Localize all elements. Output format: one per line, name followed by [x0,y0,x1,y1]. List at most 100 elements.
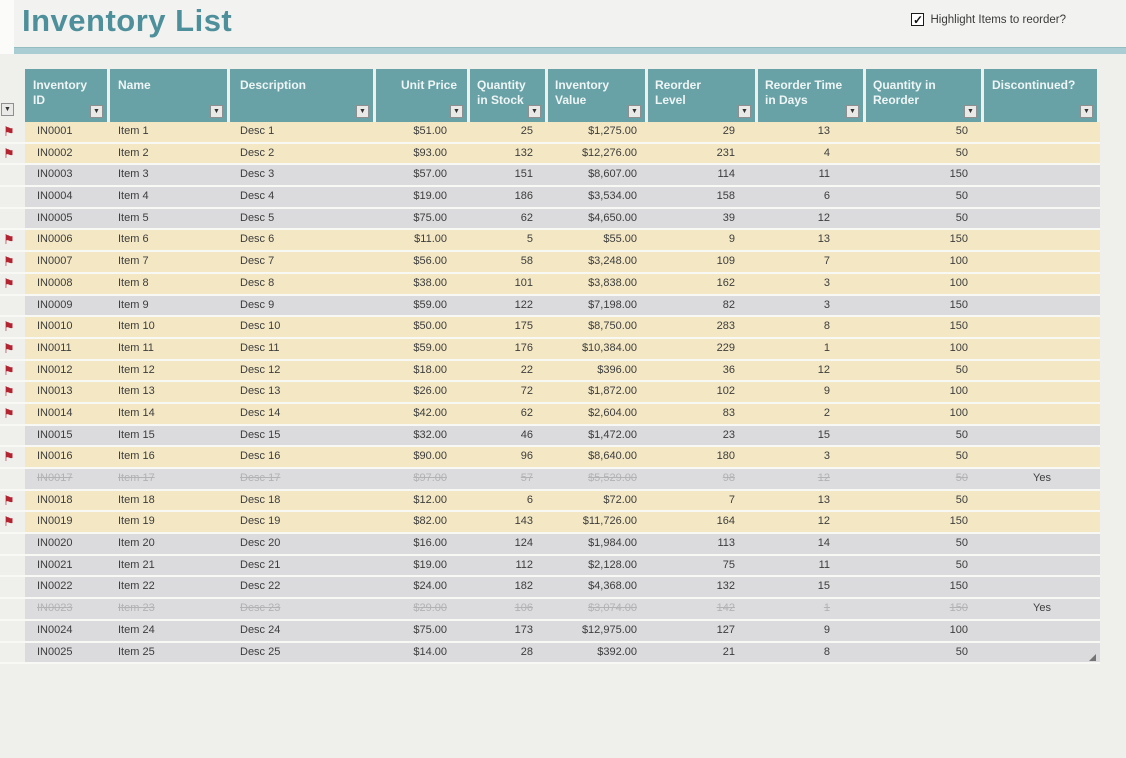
cell-qty_stock[interactable]: 62 [470,208,548,229]
cell-desc[interactable]: Desc 20 [230,534,376,554]
cell-inv_value[interactable]: $3,534.00 [548,187,648,207]
cell-reorder_time[interactable]: 3 [758,295,866,316]
cell-qty_stock[interactable]: 25 [470,122,548,142]
cell-desc[interactable]: Desc 17 [230,469,376,489]
cell-desc[interactable]: Desc 10 [230,317,376,337]
cell-inv_value[interactable]: $4,650.00 [548,208,648,229]
cell-reorder_time[interactable]: 9 [758,620,866,641]
cell-inv_value[interactable]: $7,198.00 [548,295,648,316]
filter-dropdown-icon[interactable]: ▼ [964,105,977,118]
cell-qty_stock[interactable]: 22 [470,360,548,381]
cell-unit_price[interactable]: $38.00 [376,273,470,294]
cell-desc[interactable]: Desc 24 [230,620,376,641]
cell-qty_reorder[interactable]: 50 [866,469,984,489]
cell-desc[interactable]: Desc 23 [230,599,376,619]
cell-discontinued[interactable] [984,338,1100,359]
cell-name[interactable]: Item 25 [110,642,230,663]
cell-qty_reorder[interactable]: 150 [866,577,984,598]
cell-name[interactable]: Item 17 [110,469,230,489]
cell-id[interactable]: IN0025 [25,642,110,663]
cell-desc[interactable]: Desc 16 [230,447,376,467]
cell-id[interactable]: IN0004 [25,187,110,207]
cell-inv_value[interactable]: $1,872.00 [548,382,648,402]
cell-discontinued[interactable] [984,317,1100,337]
cell-reorder_level[interactable]: 29 [648,122,758,142]
cell-name[interactable]: Item 7 [110,252,230,272]
cell-qty_reorder[interactable]: 150 [866,512,984,533]
cell-qty_stock[interactable]: 96 [470,447,548,467]
cell-reorder_time[interactable]: 8 [758,642,866,663]
cell-discontinued[interactable]: Yes [984,599,1100,619]
cell-reorder_level[interactable]: 75 [648,555,758,576]
cell-qty_reorder[interactable]: 100 [866,382,984,402]
cell-qty_reorder[interactable]: 50 [866,534,984,554]
cell-reorder_time[interactable]: 13 [758,490,866,511]
cell-name[interactable]: Item 16 [110,447,230,467]
cell-discontinued[interactable] [984,273,1100,294]
cell-reorder_time[interactable]: 15 [758,425,866,446]
cell-unit_price[interactable]: $29.00 [376,599,470,619]
cell-inv_value[interactable]: $12,975.00 [548,620,648,641]
cell-desc[interactable]: Desc 18 [230,490,376,511]
cell-reorder_level[interactable]: 98 [648,469,758,489]
cell-unit_price[interactable]: $51.00 [376,122,470,142]
cell-reorder_time[interactable]: 6 [758,187,866,207]
cell-reorder_time[interactable]: 11 [758,165,866,186]
cell-id[interactable]: IN0019 [25,512,110,533]
cell-qty_reorder[interactable]: 50 [866,143,984,164]
cell-discontinued[interactable] [984,295,1100,316]
filter-dropdown-icon[interactable]: ▼ [1080,105,1093,118]
cell-reorder_level[interactable]: 180 [648,447,758,467]
cell-unit_price[interactable]: $50.00 [376,317,470,337]
cell-discontinued[interactable] [984,425,1100,446]
cell-inv_value[interactable]: $5,529.00 [548,469,648,489]
cell-qty_stock[interactable]: 62 [470,403,548,424]
cell-reorder_level[interactable]: 21 [648,642,758,663]
cell-id[interactable]: IN0006 [25,230,110,251]
cell-qty_stock[interactable]: 176 [470,338,548,359]
highlight-reorder-checkbox[interactable]: ✓ [911,12,925,27]
cell-reorder_level[interactable]: 39 [648,208,758,229]
filter-dropdown-icon[interactable]: ▼ [528,105,541,118]
cell-id[interactable]: IN0002 [25,143,110,164]
cell-desc[interactable]: Desc 1 [230,122,376,142]
cell-qty_stock[interactable]: 143 [470,512,548,533]
cell-reorder_time[interactable]: 7 [758,252,866,272]
cell-id[interactable]: IN0017 [25,469,110,489]
cell-reorder_level[interactable]: 162 [648,273,758,294]
cell-unit_price[interactable]: $97.00 [376,469,470,489]
cell-unit_price[interactable]: $14.00 [376,642,470,663]
cell-id[interactable]: IN0015 [25,425,110,446]
cell-id[interactable]: IN0020 [25,534,110,554]
cell-inv_value[interactable]: $3,074.00 [548,599,648,619]
cell-desc[interactable]: Desc 9 [230,295,376,316]
cell-qty_reorder[interactable]: 100 [866,338,984,359]
cell-reorder_level[interactable]: 102 [648,382,758,402]
cell-name[interactable]: Item 24 [110,620,230,641]
cell-qty_stock[interactable]: 151 [470,165,548,186]
cell-desc[interactable]: Desc 5 [230,208,376,229]
cell-name[interactable]: Item 9 [110,295,230,316]
cell-name[interactable]: Item 15 [110,425,230,446]
cell-id[interactable]: IN0009 [25,295,110,316]
cell-id[interactable]: IN0023 [25,599,110,619]
cell-reorder_time[interactable]: 12 [758,469,866,489]
cell-id[interactable]: IN0008 [25,273,110,294]
cell-qty_reorder[interactable]: 50 [866,208,984,229]
cell-discontinued[interactable] [984,143,1100,164]
cell-qty_reorder[interactable]: 150 [866,317,984,337]
cell-unit_price[interactable]: $59.00 [376,295,470,316]
cell-name[interactable]: Item 11 [110,338,230,359]
cell-discontinued[interactable] [984,555,1100,576]
cell-inv_value[interactable]: $12,276.00 [548,143,648,164]
cell-discontinued[interactable] [984,165,1100,186]
cell-name[interactable]: Item 12 [110,360,230,381]
cell-name[interactable]: Item 21 [110,555,230,576]
filter-dropdown-icon[interactable]: ▼ [846,105,859,118]
cell-unit_price[interactable]: $19.00 [376,555,470,576]
cell-qty_reorder[interactable]: 150 [866,599,984,619]
cell-discontinued[interactable] [984,642,1100,663]
cell-inv_value[interactable]: $55.00 [548,230,648,251]
cell-desc[interactable]: Desc 15 [230,425,376,446]
cell-inv_value[interactable]: $2,128.00 [548,555,648,576]
